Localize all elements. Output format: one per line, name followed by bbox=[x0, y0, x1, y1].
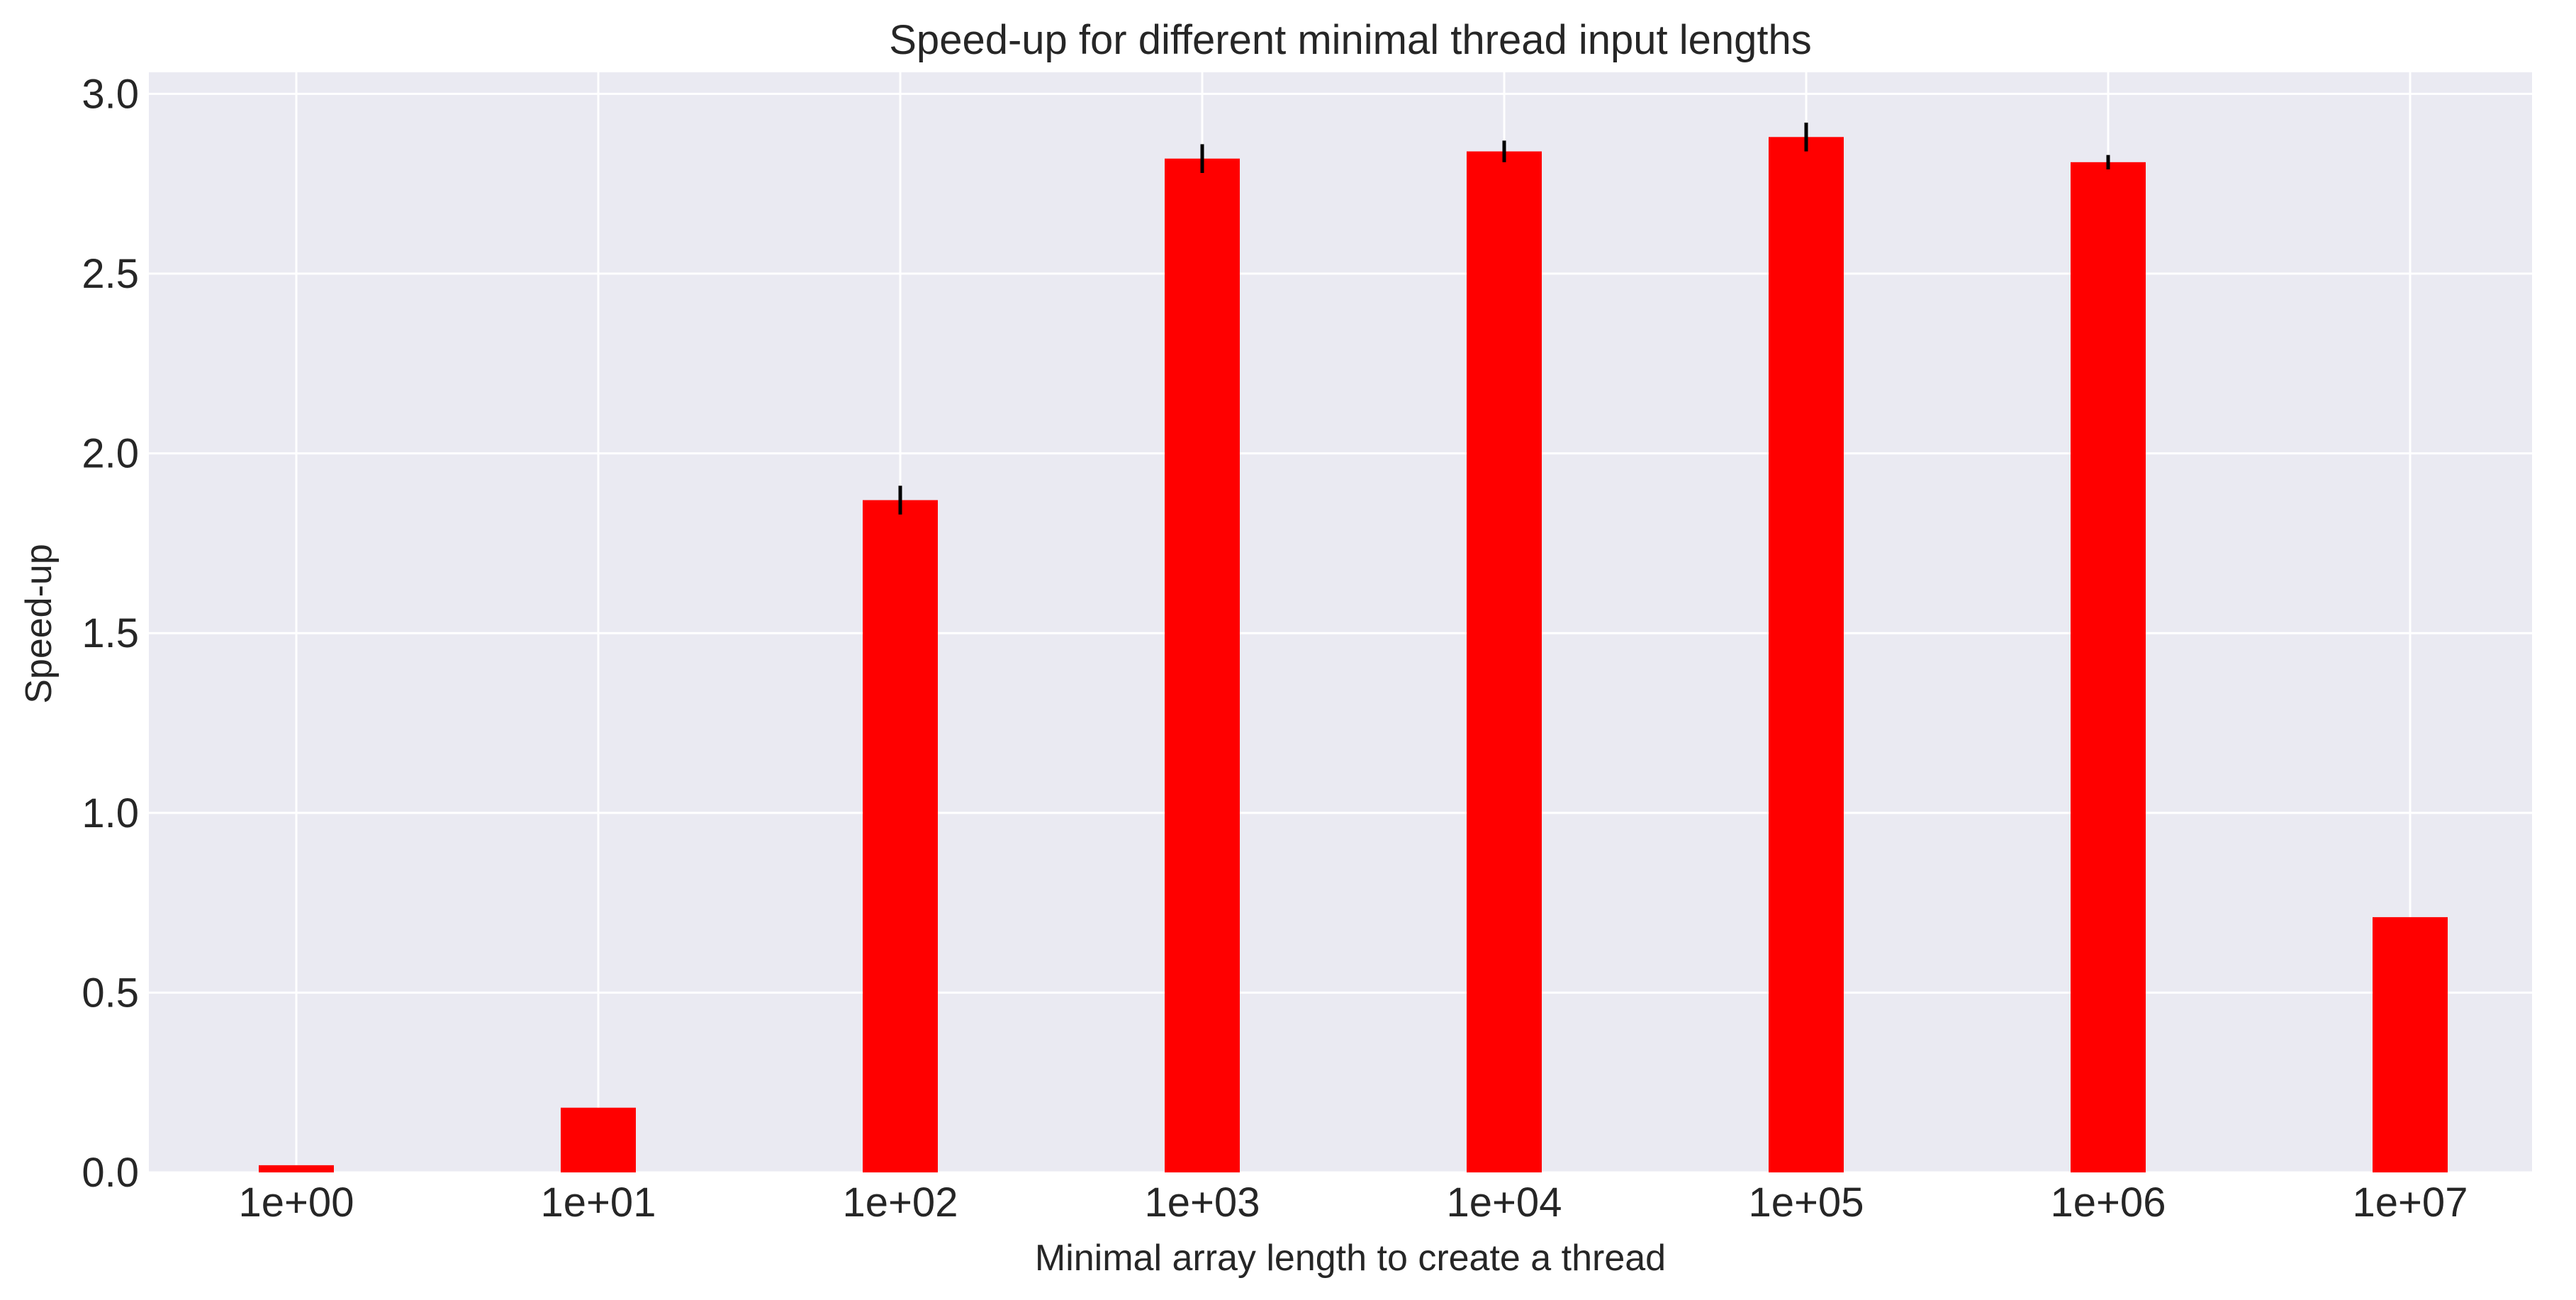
bar-1e+01 bbox=[561, 1107, 636, 1172]
y-tick-label: 3.0 bbox=[82, 71, 139, 117]
x-tick-label: 1e+07 bbox=[2353, 1179, 2468, 1226]
x-tick-label: 1e+03 bbox=[1145, 1179, 1260, 1226]
y-tick-label: 1.5 bbox=[82, 610, 139, 656]
y-tick-label: 0.5 bbox=[82, 970, 139, 1016]
x-tick-label: 1e+06 bbox=[2051, 1179, 2166, 1226]
y-tick-label: 2.5 bbox=[82, 251, 139, 297]
bar-1e+05 bbox=[1769, 137, 1844, 1173]
plot-area bbox=[149, 72, 2532, 1172]
y-tick-label: 2.0 bbox=[82, 431, 139, 477]
x-tick-label: 1e+05 bbox=[1749, 1179, 1864, 1226]
bar-1e+07 bbox=[2373, 917, 2448, 1172]
chart-title: Speed-up for different minimal thread in… bbox=[889, 17, 1812, 63]
y-tick-label: 0.0 bbox=[82, 1150, 139, 1196]
y-tick-label: 1.0 bbox=[82, 790, 139, 836]
x-tick-label: 1e+02 bbox=[843, 1179, 958, 1226]
x-tick-label: 1e+01 bbox=[541, 1179, 656, 1226]
bar-1e+02 bbox=[863, 500, 938, 1172]
y-axis-label: Speed-up bbox=[18, 544, 60, 704]
bar-1e+03 bbox=[1165, 158, 1240, 1173]
bars bbox=[259, 137, 2448, 1173]
x-tick-label: 1e+00 bbox=[239, 1179, 354, 1226]
x-axis-label: Minimal array length to create a thread bbox=[1035, 1238, 1666, 1279]
bar-1e+06 bbox=[2071, 162, 2146, 1173]
x-tick-labels: 1e+00 1e+01 1e+02 1e+03 1e+04 1e+05 1e+06 1e+07 bbox=[239, 1179, 2468, 1226]
x-tick-label: 1e+04 bbox=[1447, 1179, 1562, 1226]
y-tick-labels: 0.0 0.5 1.0 1.5 2.0 2.5 3.0 bbox=[82, 71, 139, 1196]
bar-1e+00 bbox=[259, 1165, 334, 1172]
error-bars bbox=[898, 123, 2110, 515]
bar-1e+04 bbox=[1467, 151, 1542, 1173]
